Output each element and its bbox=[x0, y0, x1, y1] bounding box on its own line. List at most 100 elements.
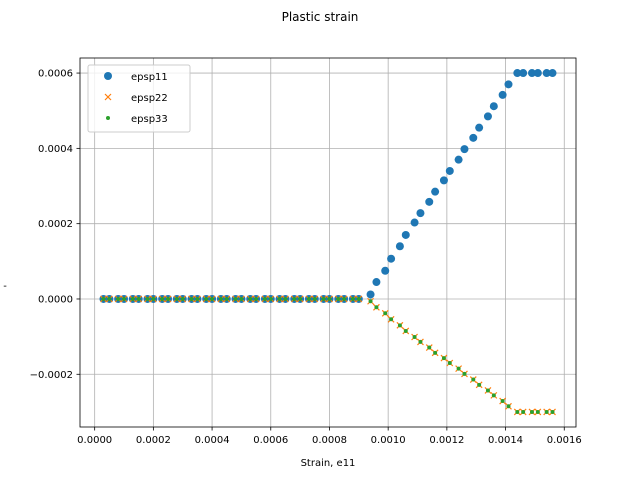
epsp33-point bbox=[321, 296, 326, 301]
epsp11-point bbox=[548, 69, 557, 78]
epsp11-point bbox=[372, 278, 381, 287]
epsp11-point bbox=[533, 69, 542, 78]
epsp33-point bbox=[189, 296, 194, 301]
epsp33-point bbox=[383, 311, 388, 316]
x-tick-label: 0.0008 bbox=[312, 435, 347, 446]
epsp33-point bbox=[336, 296, 341, 301]
epsp33-point bbox=[218, 296, 223, 301]
epsp33-point bbox=[403, 328, 408, 333]
epsp33-point bbox=[447, 360, 452, 365]
epsp33-point bbox=[268, 296, 273, 301]
epsp33-point bbox=[136, 296, 141, 301]
epsp33-point bbox=[204, 296, 209, 301]
y-axis-label: - bbox=[3, 281, 7, 292]
epsp33-point bbox=[456, 366, 461, 371]
epsp11-point bbox=[401, 230, 410, 239]
epsp33-point bbox=[427, 345, 432, 350]
legend-marker-epsp11 bbox=[104, 72, 112, 80]
x-axis-label: Strain, e11 bbox=[301, 458, 356, 469]
epsp11-point bbox=[475, 123, 484, 132]
epsp33-point bbox=[544, 409, 549, 414]
y-tick-label: 0.0004 bbox=[38, 144, 73, 155]
epsp33-point bbox=[368, 299, 373, 304]
y-tick-label: −0.0002 bbox=[30, 370, 73, 381]
epsp33-point bbox=[397, 323, 402, 328]
epsp33-point bbox=[342, 296, 347, 301]
epsp11-point bbox=[489, 102, 498, 111]
epsp11-point bbox=[460, 145, 469, 154]
epsp33-point bbox=[160, 296, 165, 301]
epsp33-point bbox=[210, 296, 215, 301]
epsp33-point bbox=[122, 296, 127, 301]
x-axis: 0.0000 0.0002 0.0004 0.0006 0.0008 0.0010 0.00… bbox=[77, 427, 582, 446]
legend-marker-epsp22 bbox=[104, 93, 112, 101]
legend-label-epsp11: epsp11 bbox=[131, 72, 168, 83]
data-points bbox=[99, 69, 557, 416]
epsp33-point bbox=[356, 296, 361, 301]
epsp33-point bbox=[529, 409, 534, 414]
epsp33-point bbox=[389, 317, 394, 322]
epsp11-point bbox=[425, 197, 434, 206]
plot-area-frame bbox=[79, 57, 577, 428]
epsp33-point bbox=[477, 382, 482, 387]
chart-title: Plastic strain bbox=[282, 10, 359, 24]
epsp33-point bbox=[174, 296, 179, 301]
legend-box bbox=[87, 64, 191, 133]
y-axis: −0.0002 0.0000 0.0002 0.0004 0.0006 bbox=[30, 69, 80, 381]
epsp11-point bbox=[519, 69, 528, 78]
epsp33-point bbox=[239, 296, 244, 301]
epsp33-point bbox=[500, 399, 505, 404]
legend-marker-epsp33 bbox=[106, 116, 110, 120]
x-tick-label: 0.0016 bbox=[547, 435, 582, 446]
epsp11-point bbox=[439, 176, 448, 185]
epsp33-point bbox=[306, 296, 311, 301]
epsp33-point bbox=[224, 296, 229, 301]
epsp33-point bbox=[107, 296, 112, 301]
epsp11-point bbox=[504, 80, 513, 89]
epsp11-point bbox=[395, 242, 404, 251]
epsp33-point bbox=[254, 296, 259, 301]
x-tick-label: 0.0014 bbox=[488, 435, 523, 446]
legend-label-epsp22: epsp22 bbox=[131, 93, 168, 104]
legend: epsp11 epsp22 epsp33 bbox=[87, 64, 191, 133]
x-tick-label: 0.0004 bbox=[195, 435, 230, 446]
epsp33-point bbox=[262, 296, 267, 301]
epsp33-point bbox=[327, 296, 332, 301]
series-epsp33 bbox=[101, 296, 555, 414]
epsp33-point bbox=[535, 409, 540, 414]
epsp33-point bbox=[166, 296, 171, 301]
epsp11-point bbox=[410, 218, 419, 227]
epsp33-point bbox=[521, 409, 526, 414]
epsp33-point bbox=[350, 296, 355, 301]
x-tick-label: 0.0010 bbox=[371, 435, 406, 446]
epsp11-point bbox=[483, 112, 492, 121]
epsp33-point bbox=[233, 296, 238, 301]
legend-label-epsp33: epsp33 bbox=[131, 114, 168, 125]
epsp33-point bbox=[485, 388, 490, 393]
y-tick-label: 0.0006 bbox=[38, 69, 73, 80]
epsp33-point bbox=[116, 296, 121, 301]
epsp33-point bbox=[491, 393, 496, 398]
epsp11-point bbox=[366, 290, 375, 299]
epsp11-point bbox=[387, 254, 396, 263]
epsp11-point bbox=[431, 187, 440, 196]
epsp33-point bbox=[151, 296, 156, 301]
epsp33-point bbox=[506, 404, 511, 409]
epsp33-point bbox=[471, 377, 476, 382]
epsp33-point bbox=[418, 339, 423, 344]
epsp33-point bbox=[515, 409, 520, 414]
epsp33-point bbox=[374, 305, 379, 310]
epsp11-point bbox=[454, 155, 463, 164]
y-tick-label: 0.0000 bbox=[38, 294, 73, 305]
epsp33-point bbox=[277, 296, 282, 301]
epsp33-point bbox=[145, 296, 150, 301]
epsp11-point bbox=[445, 166, 454, 175]
epsp11-point bbox=[542, 69, 551, 78]
epsp11-point bbox=[381, 266, 390, 275]
epsp33-point bbox=[412, 335, 417, 340]
epsp33-point bbox=[292, 296, 297, 301]
x-tick-label: 0.0002 bbox=[136, 435, 171, 446]
x-tick-label: 0.0000 bbox=[77, 435, 112, 446]
epsp33-point bbox=[130, 296, 135, 301]
